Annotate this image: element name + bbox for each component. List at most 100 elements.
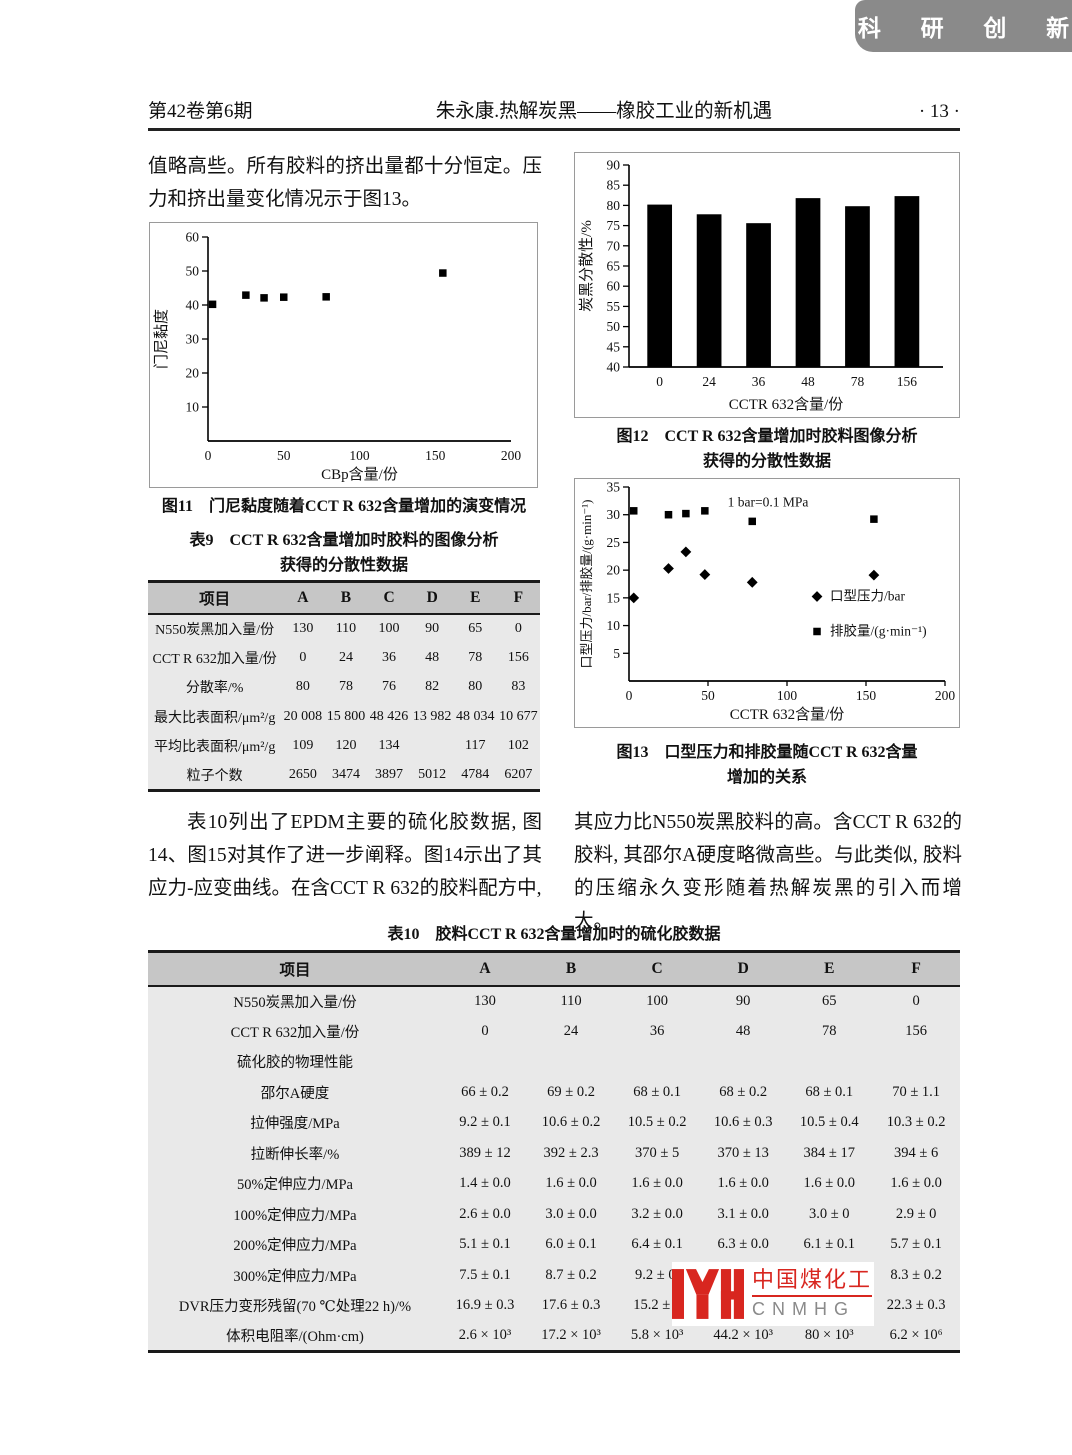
figure-12-caption: 图12 CCT R 632含量增加时胶料图像分析 获得的分散性数据 xyxy=(574,424,960,474)
svg-text:70: 70 xyxy=(607,238,621,253)
cell-value: 78 xyxy=(324,672,368,702)
cell-value: 0 xyxy=(441,1016,529,1047)
cell-value: 10.5 ± 0.2 xyxy=(614,1107,701,1138)
cell-value: 2.6 × 10³ xyxy=(441,1321,529,1352)
row-label: N550炭黑加入量/份 xyxy=(148,985,442,1016)
cell-value: 78 xyxy=(453,643,497,673)
cell-value: 16.9 ± 0.3 xyxy=(441,1290,529,1321)
cell-value: 68 ± 0.1 xyxy=(614,1077,701,1108)
cell-value: 8.7 ± 0.2 xyxy=(528,1260,615,1291)
cell-value: 130 xyxy=(281,613,325,643)
column-header: B xyxy=(324,581,368,615)
cell-value: 130 xyxy=(441,985,529,1016)
row-label: 粒子个数 xyxy=(148,761,282,791)
cell-value: 36 xyxy=(614,1016,701,1047)
cell-value: 48 xyxy=(410,643,454,673)
figure-13-caption-line2: 增加的关系 xyxy=(726,769,807,786)
column-header: F xyxy=(496,581,540,615)
column-header: D xyxy=(700,951,787,987)
cell-value: 8.3 ± 0.2 xyxy=(872,1260,960,1291)
row-label: 平均比表面积/μm²/g xyxy=(148,731,282,761)
cell-value xyxy=(872,1046,960,1077)
cell-value: 3474 xyxy=(324,761,368,791)
article-title: 朱永康.热解炭黑——橡胶工业的新机遇 xyxy=(435,101,773,122)
cell-value: 3.0 ± 0 xyxy=(786,1199,873,1230)
table-row: 粒子个数 2650 3474 3897 5012 4784 6207 xyxy=(148,761,540,791)
cell-value: 80 xyxy=(453,672,497,702)
paragraph-hardness: 其应力比N550炭黑胶料的高。含CCT R 632的胶料, 其邵尔A硬度略微高些… xyxy=(574,812,962,932)
row-label: 分散率/% xyxy=(148,672,282,702)
row-label: 200%定伸应力/MPa xyxy=(148,1229,442,1260)
row-label: 最大比表面积/μm²/g xyxy=(148,702,282,732)
cell-value: 6.0 ± 0.1 xyxy=(528,1229,615,1260)
cell-value: 36 xyxy=(367,643,411,673)
svg-text:100: 100 xyxy=(777,688,798,703)
table-9-title-line1: 表9 CCT R 632含量增加时胶料的图像分析 xyxy=(189,532,499,549)
cell-value: 109 xyxy=(281,731,325,761)
row-label: 邵尔A硬度 xyxy=(148,1077,442,1108)
cell-value: 80 xyxy=(281,672,325,702)
svg-text:36: 36 xyxy=(752,374,766,389)
cell-value: 24 xyxy=(528,1016,615,1047)
cell-value: 120 xyxy=(324,731,368,761)
figure-13-caption: 图13 口型压力和排胶量随CCT R 632含量 增加的关系 xyxy=(574,740,960,790)
table-9-wrap: 项目 A B C D E F N550炭黑加入量/份 130 110 100 90 65 0 CCT R 6… xyxy=(148,580,540,792)
cell-value: 1.4 ± 0.0 xyxy=(441,1168,529,1199)
cell-value: 15 800 xyxy=(324,702,368,732)
cell-value: 1.6 ± 0.0 xyxy=(786,1168,873,1199)
watermark: 中国煤化工 CNMHG xyxy=(672,1262,874,1326)
table-row: 拉伸强度/MPa 9.2 ± 0.1 10.6 ± 0.2 10.5 ± 0.2 10.… xyxy=(148,1107,960,1138)
svg-text:90: 90 xyxy=(607,158,621,173)
cell-value: 110 xyxy=(528,985,615,1016)
figure-12-caption-line1: 图12 CCT R 632含量增加时胶料图像分析 xyxy=(616,428,918,445)
figure-11-caption: 图11 门尼黏度随着CCT R 632含量增加的演变情况 xyxy=(161,498,527,515)
cell-value: 389 ± 12 xyxy=(441,1138,529,1169)
cell-value: 370 ± 13 xyxy=(700,1138,787,1169)
cell-value: 100 xyxy=(367,613,411,643)
svg-text:50: 50 xyxy=(701,688,715,703)
table-header-row: 项目 A B C D E F xyxy=(148,581,540,615)
svg-text:0: 0 xyxy=(656,374,663,389)
cell-value: 69 ± 0.2 xyxy=(528,1077,615,1108)
svg-text:排胶量/(g·min⁻¹): 排胶量/(g·min⁻¹) xyxy=(830,622,927,638)
svg-text:35: 35 xyxy=(607,480,621,495)
table-row: 硫化胶的物理性能 xyxy=(148,1046,960,1077)
table-row: 100%定伸应力/MPa 2.6 ± 0.0 3.0 ± 0.0 3.2 ± 0.0 3… xyxy=(148,1199,960,1230)
cell-value: 5.7 ± 0.1 xyxy=(872,1229,960,1260)
svg-text:40: 40 xyxy=(186,298,200,313)
column-header: C xyxy=(614,951,701,987)
cell-value: 3897 xyxy=(367,761,411,791)
cell-value: 2650 xyxy=(281,761,325,791)
svg-text:15: 15 xyxy=(607,590,621,605)
cell-value: 17.6 ± 0.3 xyxy=(528,1290,615,1321)
svg-text:0: 0 xyxy=(205,448,212,463)
figure-13: 5 10 15 20 25 30 35 口型压力/bar/排胶量/(g·min⁻¹) CCTR … xyxy=(574,478,960,728)
column-header: B xyxy=(528,951,615,987)
cell-value: 7.5 ± 0.1 xyxy=(441,1260,529,1291)
svg-text:85: 85 xyxy=(607,178,621,193)
svg-text:65: 65 xyxy=(607,259,621,274)
cell-value xyxy=(441,1046,529,1077)
journal-volume: 第42卷第6期 xyxy=(148,101,253,122)
row-label: 拉伸强度/MPa xyxy=(148,1107,442,1138)
cell-value xyxy=(410,731,454,761)
cell-value: 6.4 ± 0.1 xyxy=(614,1229,701,1260)
cell-value xyxy=(528,1046,615,1077)
cell-value: 3.0 ± 0.0 xyxy=(528,1199,615,1230)
row-label: 拉断伸长率/% xyxy=(148,1138,442,1169)
cell-value: 4784 xyxy=(453,761,497,791)
cell-value: 10.6 ± 0.3 xyxy=(700,1107,787,1138)
svg-text:100: 100 xyxy=(349,448,370,463)
column-header: D xyxy=(410,581,454,615)
column-header: F xyxy=(872,951,960,987)
cell-value: 6207 xyxy=(496,761,540,791)
svg-text:40: 40 xyxy=(607,360,621,375)
cell-value: 48 xyxy=(700,1016,787,1047)
cell-value: 0 xyxy=(496,613,540,643)
figure-13-caption-line1: 图13 口型压力和排胶量随CCT R 632含量 xyxy=(616,744,918,761)
svg-text:20: 20 xyxy=(186,366,200,381)
svg-text:5: 5 xyxy=(613,646,620,661)
cell-value: 65 xyxy=(453,613,497,643)
table-10-title: 表10 胶料CCT R 632含量增加时的硫化胶数据 xyxy=(387,926,721,943)
cell-value: 9.2 ± 0.1 xyxy=(441,1107,529,1138)
